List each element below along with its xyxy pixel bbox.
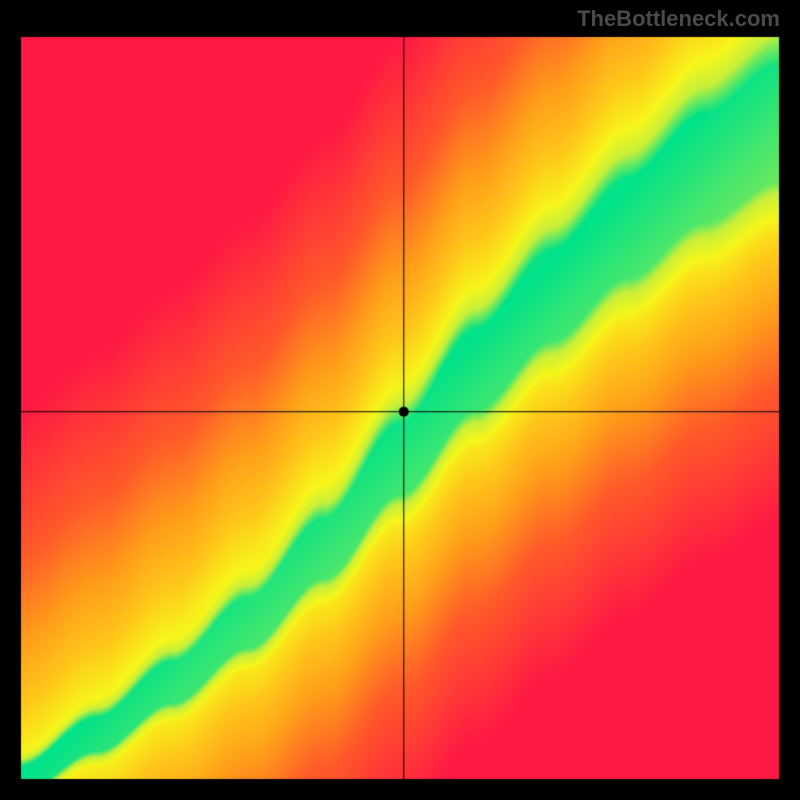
attribution-text: TheBottleneck.com xyxy=(577,6,780,32)
heatmap-canvas xyxy=(0,0,800,800)
chart-container: TheBottleneck.com xyxy=(0,0,800,800)
